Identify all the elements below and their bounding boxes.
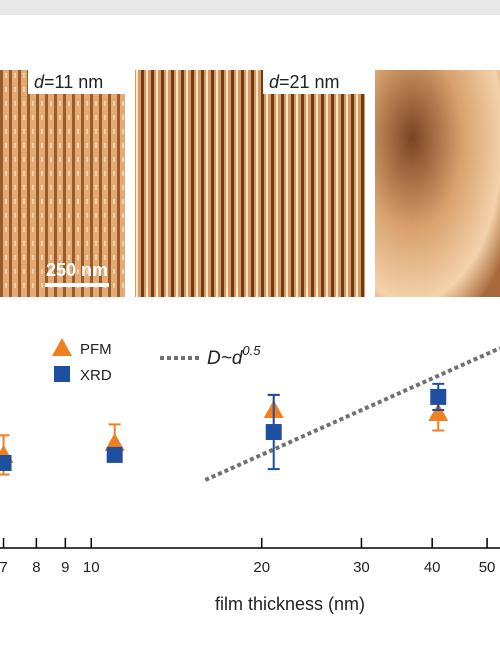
point <box>104 432 125 451</box>
top-bar <box>0 0 500 15</box>
legend-marker <box>52 338 72 356</box>
afm-image <box>135 70 365 297</box>
point <box>265 424 282 441</box>
scale-bar-label: 250 nm <box>46 260 108 280</box>
label-box <box>263 70 365 94</box>
x-tick-label: 20 <box>253 559 270 576</box>
symbol: d <box>269 72 280 92</box>
x-axis-label: film thickness (nm) <box>215 594 365 614</box>
legend-label: PFM <box>80 341 112 358</box>
fit-line <box>204 346 500 482</box>
x-tick-label: 40 <box>424 559 441 576</box>
x-tick-label: 9 <box>61 559 69 576</box>
label-text: =11 nm <box>44 72 103 92</box>
image-label: d=11 nm <box>34 72 103 92</box>
x-tick-label: 7 <box>0 559 8 576</box>
point <box>106 446 123 463</box>
annotation-text: D~d <box>207 348 244 369</box>
symbol: d <box>34 72 45 92</box>
annotation: D~d0.5 <box>207 343 261 369</box>
image-label: d=21 nm <box>269 72 340 92</box>
point <box>430 388 447 405</box>
label-box <box>28 70 125 94</box>
point <box>428 403 449 422</box>
x-tick-label: 30 <box>353 559 370 576</box>
afm-image <box>375 70 500 297</box>
legend-marker <box>54 366 70 382</box>
x-tick-label: 50 <box>479 559 496 576</box>
legend-label: XRD <box>80 367 112 384</box>
x-tick-label: 10 <box>83 559 100 576</box>
scale-bar <box>45 283 109 287</box>
label-text: =21 nm <box>279 72 340 92</box>
annotation-exponent: 0.5 <box>242 343 261 358</box>
point <box>0 454 12 471</box>
afm-image <box>0 70 125 297</box>
x-tick-label: 8 <box>32 559 40 576</box>
